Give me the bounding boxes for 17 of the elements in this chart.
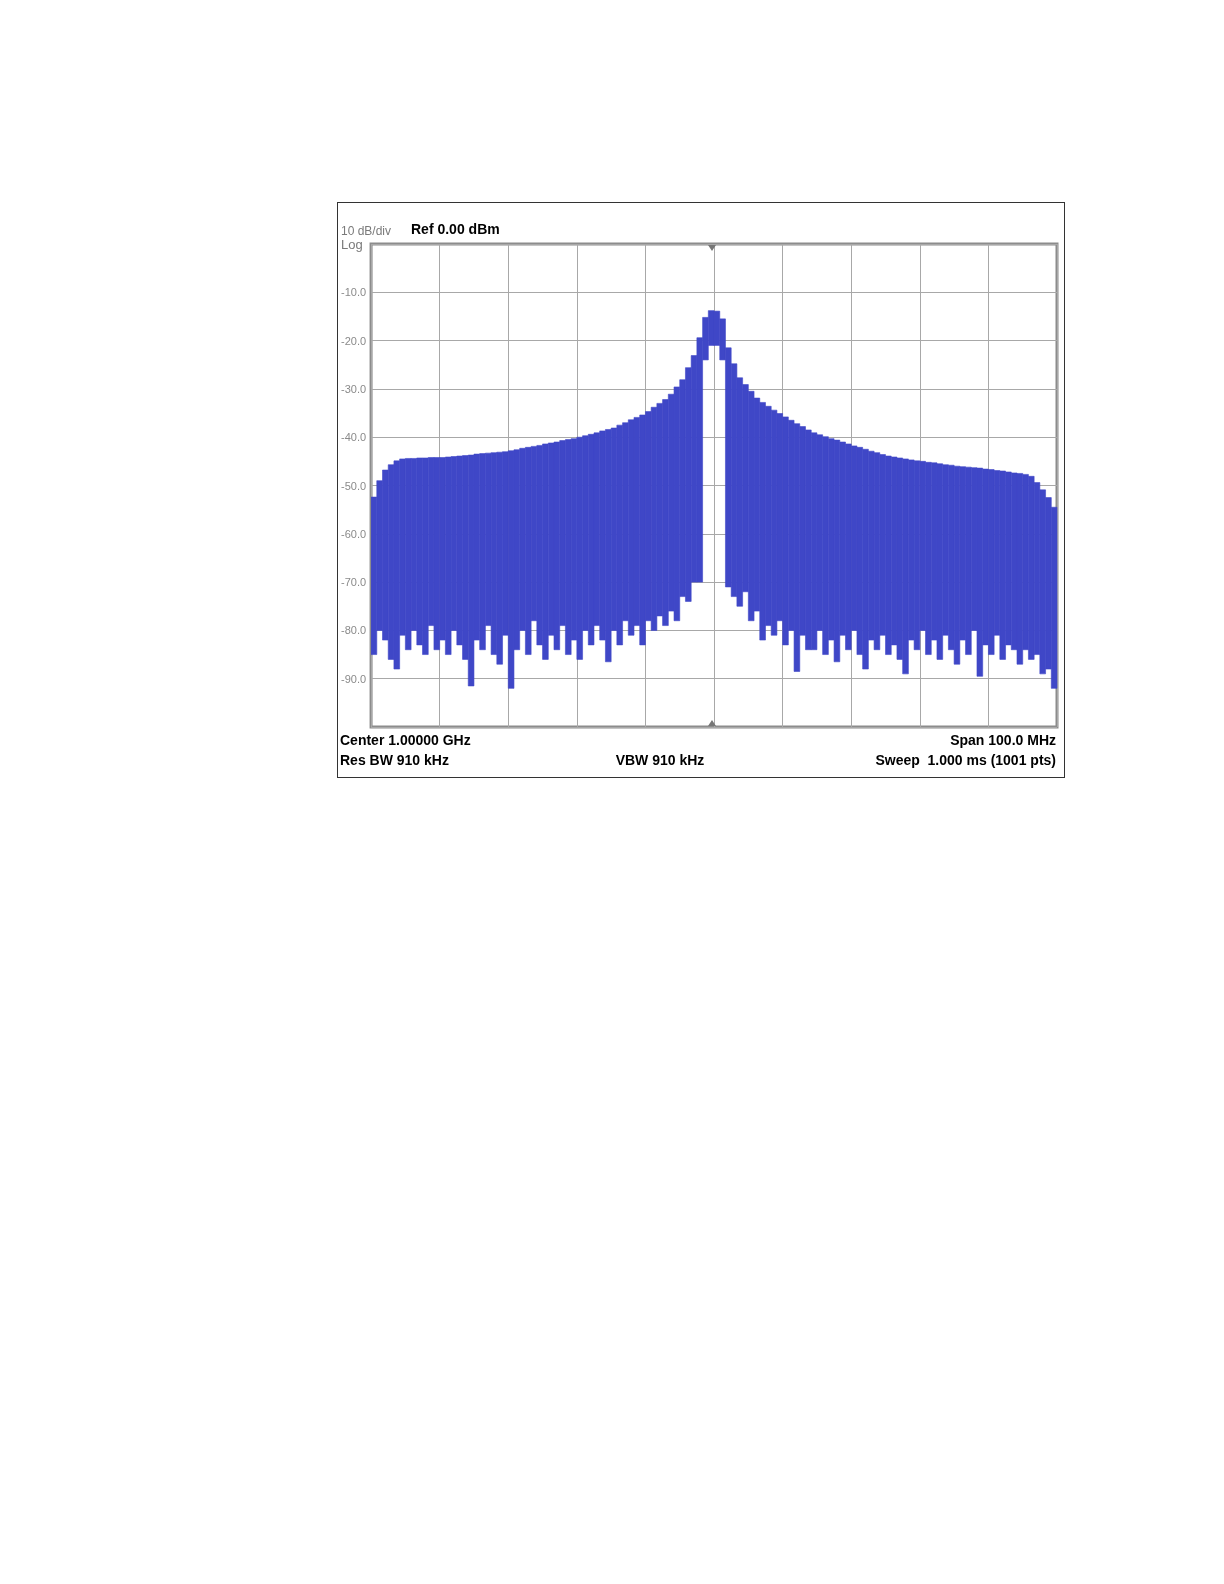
y-tick-label: -60.0 bbox=[340, 527, 367, 540]
text: Span 100.0 MHz bbox=[950, 732, 1056, 748]
text: Sweep 1.000 ms (1001 pts) bbox=[875, 752, 1056, 768]
y-tick-label: -30.0 bbox=[340, 382, 367, 395]
y-tick-label: -70.0 bbox=[340, 576, 367, 589]
y-tick-label: -20.0 bbox=[340, 334, 367, 347]
y-tick-label: -80.0 bbox=[340, 624, 367, 637]
y-tick-label: -40.0 bbox=[340, 431, 367, 444]
y-tick-label: -50.0 bbox=[340, 479, 367, 492]
text: VBW 910 kHz bbox=[615, 752, 705, 768]
y-tick-label: -90.0 bbox=[340, 672, 367, 685]
text: Log bbox=[341, 236, 363, 252]
y-tick-label: -10.0 bbox=[340, 286, 367, 299]
chart-title: Ref 0.00 dBm bbox=[411, 221, 500, 237]
text: Center 1.00000 GHz bbox=[340, 732, 471, 748]
text: 10 dB/div bbox=[341, 224, 392, 238]
text: Res BW 910 kHz bbox=[340, 752, 449, 768]
